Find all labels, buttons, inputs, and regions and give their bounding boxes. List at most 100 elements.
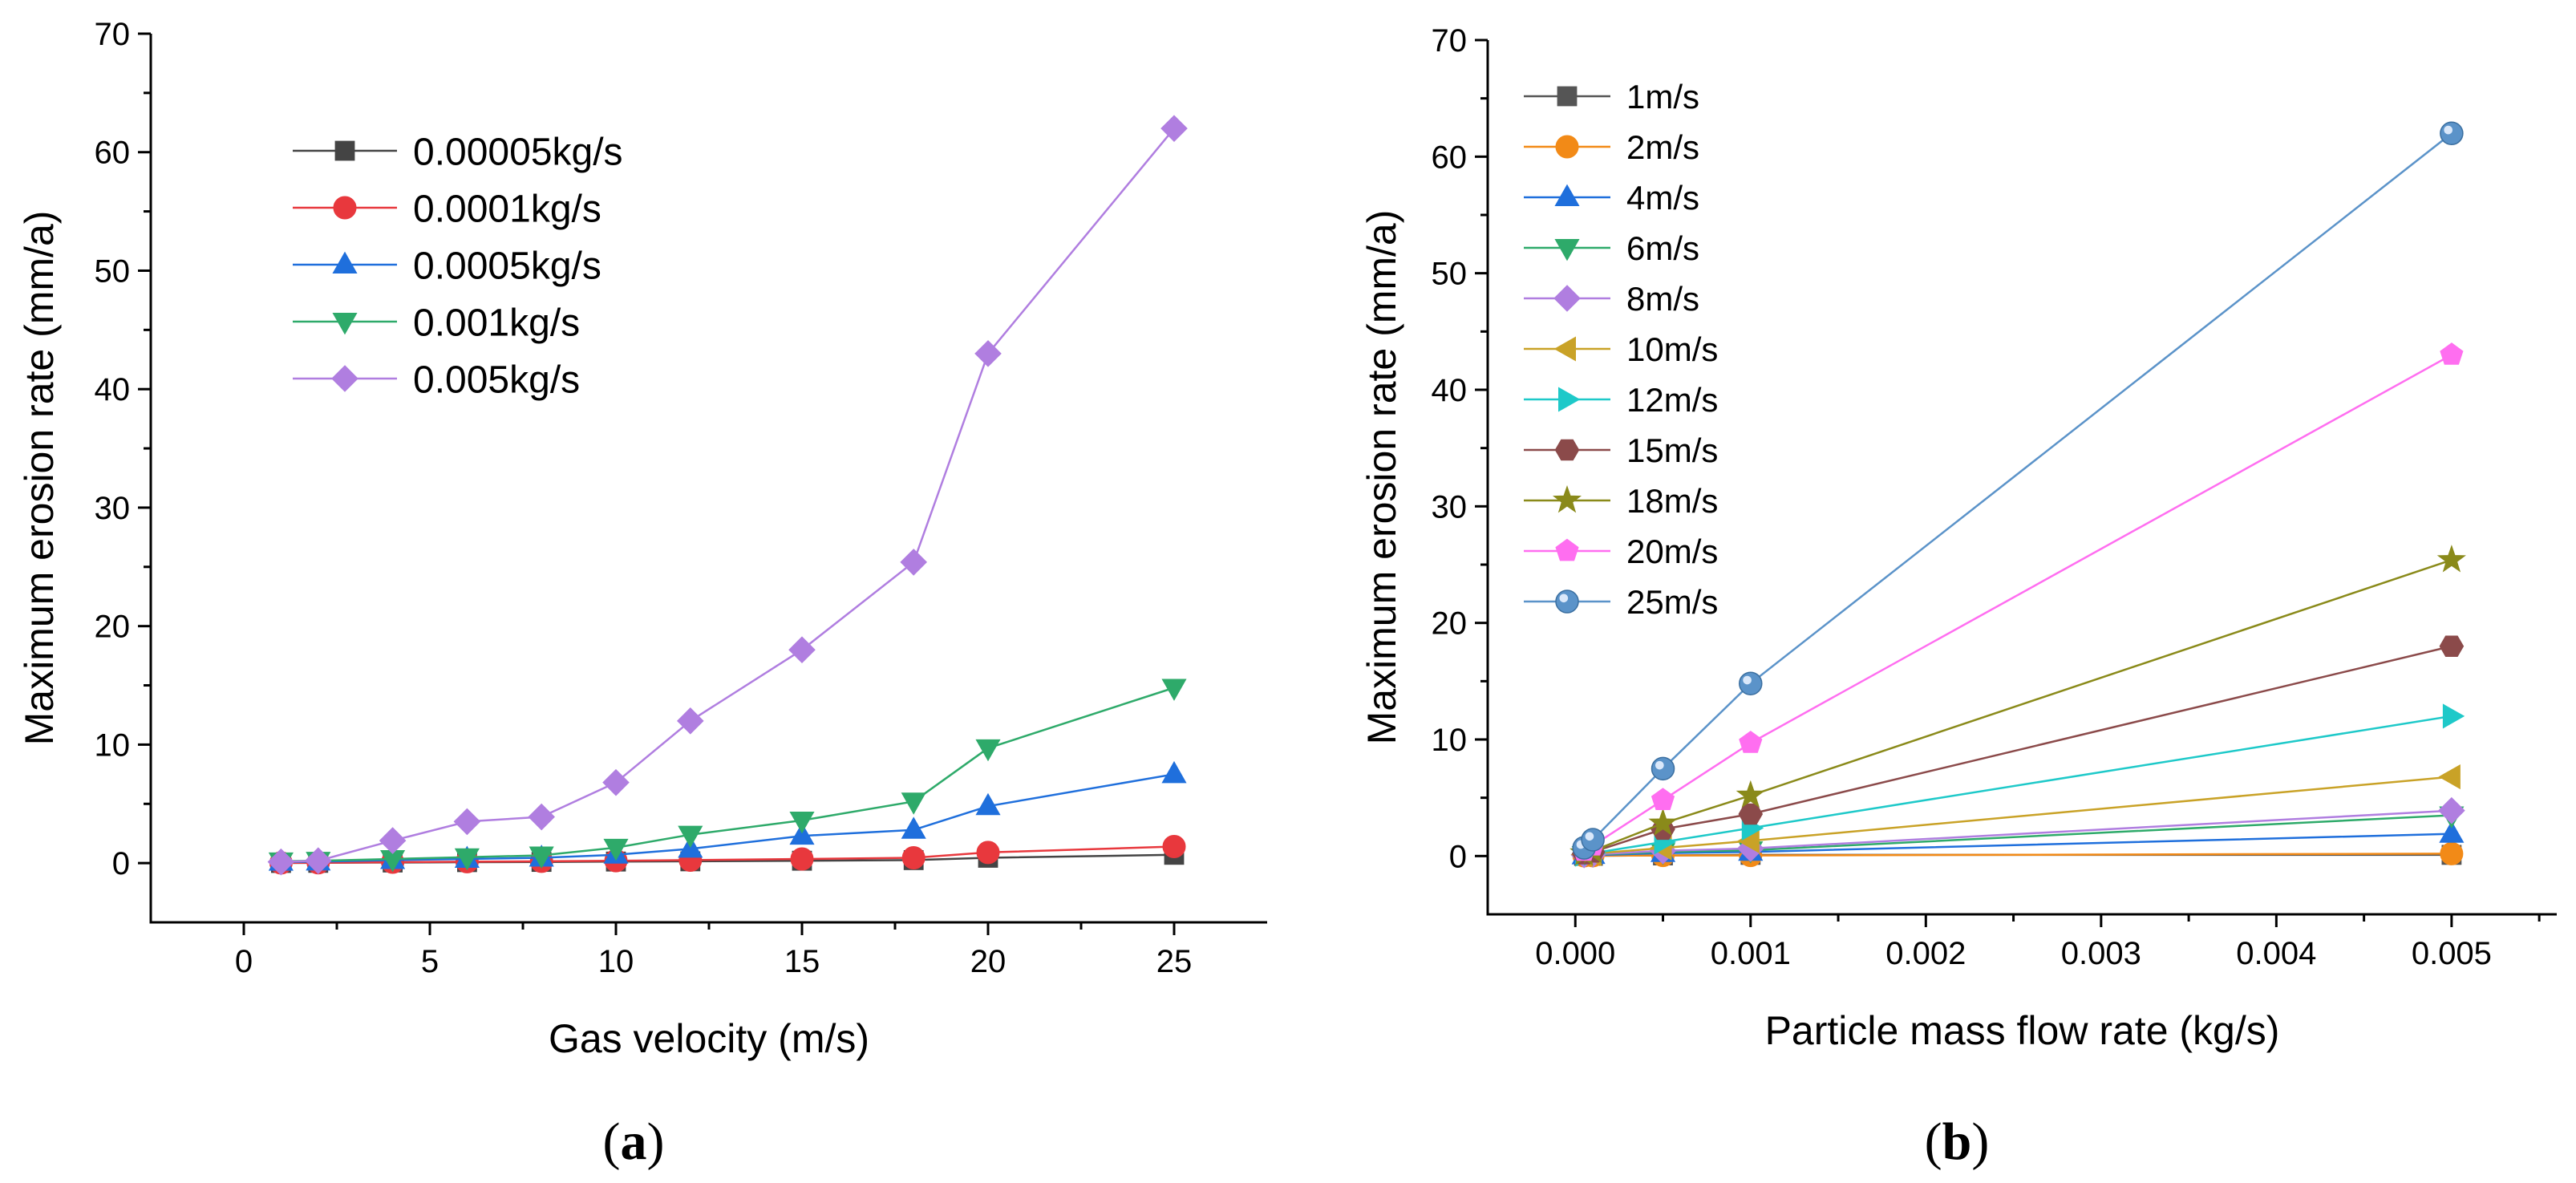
legend-label: 0.00005kg/s [413, 131, 623, 173]
legend-label: 4m/s [1626, 179, 1699, 217]
legend-label: 10m/s [1626, 330, 1718, 368]
legend-marker [1552, 484, 1582, 513]
y-tick-label: 60 [1432, 140, 1468, 175]
legend-marker [1558, 387, 1581, 412]
x-axis-title: Gas velocity (m/s) [549, 1016, 869, 1061]
data-point [1648, 808, 1678, 837]
legend-label: 0.0005kg/s [413, 245, 601, 287]
data-point [1161, 679, 1187, 701]
y-tick-label: 20 [1432, 606, 1468, 642]
legend-item-2m-s: 2m/s [1524, 128, 1699, 166]
legend-item-12m-s: 12m/s [1524, 381, 1718, 419]
panel-a-legend: 0.00005kg/s 0.0001kg/s 0.0005kg/s 0.001kg/s… [293, 131, 623, 401]
y-axis-title: Maximum erosion rate (mm/a) [1359, 210, 1404, 745]
y-tick-label: 30 [95, 491, 131, 526]
legend-marker [1554, 184, 1580, 206]
series-10m-s-line [1584, 776, 2452, 856]
data-point [976, 841, 1000, 865]
data-point [1739, 671, 1763, 695]
legend-label: 25m/s [1626, 583, 1718, 621]
legend-label: 15m/s [1626, 431, 1718, 469]
y-tick-label: 10 [1432, 723, 1468, 758]
y-tick-label: 40 [95, 372, 131, 407]
data-point [901, 845, 925, 869]
legend-marker [333, 196, 357, 220]
data-point [2438, 796, 2465, 824]
data-point [2440, 121, 2464, 146]
y-tick-label: 20 [95, 610, 131, 645]
legend-item-10m-s: 10m/s [1524, 330, 1718, 368]
data-point [788, 636, 816, 664]
data-point [901, 792, 926, 815]
y-tick-label: 0 [112, 846, 130, 881]
panel-a: 0 10 20 30 40 50 60 70 0 5 10 15 20 25 Gas velocity (m… [17, 17, 1267, 1171]
data-point [1160, 115, 1188, 142]
x-tick-label: 10 [598, 944, 634, 979]
x-tick-label: 0.003 [2061, 936, 2141, 971]
y-tick-label: 0 [1449, 839, 1467, 874]
legend-label: 0.005kg/s [413, 359, 580, 401]
x-tick-label: 15 [784, 944, 820, 979]
legend-item-0-00005kg-s: 0.00005kg/s [293, 131, 623, 173]
legend-item-8m-s: 8m/s [1524, 280, 1699, 318]
legend-marker [334, 140, 355, 161]
data-point [790, 847, 814, 871]
panel-b-label: (b) [1925, 1112, 1990, 1171]
data-point [900, 549, 928, 576]
panel-a-axes [149, 34, 1267, 924]
legend-label: 1m/s [1626, 78, 1699, 115]
data-point [2440, 841, 2464, 865]
x-tick-label: 0.000 [1535, 936, 1615, 971]
data-point [453, 808, 481, 836]
y-tick-label: 30 [1432, 489, 1468, 525]
legend-item-0-001kg-s: 0.001kg/s [293, 302, 580, 344]
data-point [529, 846, 554, 869]
y-axis-title: Maximum erosion rate (mm/a) [17, 211, 62, 746]
series-0-005kg-s-line [281, 128, 1175, 863]
x-tick-label: 0.004 [2236, 936, 2316, 971]
x-tick-label: 0.002 [1885, 936, 1966, 971]
legend-marker [332, 251, 358, 273]
y-tick-label: 40 [1432, 373, 1468, 408]
legend-item-18m-s: 18m/s [1524, 482, 1718, 520]
data-point [789, 822, 815, 845]
data-point [974, 340, 1002, 367]
x-tick-label: 5 [421, 944, 439, 979]
panel-label-close: ) [1971, 1112, 1989, 1171]
data-point [789, 811, 815, 834]
data-point [1739, 731, 1763, 753]
legend-item-4m-s: 4m/s [1524, 179, 1699, 217]
x-tick-label: 20 [970, 944, 1007, 979]
data-point [1581, 828, 1605, 852]
series-15m-s [1571, 635, 2465, 865]
panel-label-open: ( [1925, 1112, 1942, 1171]
series-4m-s [1571, 820, 2465, 865]
data-point [2439, 635, 2465, 657]
y-tick-label: 70 [1432, 23, 1468, 59]
legend-marker [332, 313, 358, 335]
x-tick-label: 0 [235, 944, 253, 979]
data-point [678, 825, 703, 849]
legend-marker [331, 365, 358, 392]
legend-label: 8m/s [1626, 280, 1699, 318]
legend-label: 20m/s [1626, 533, 1718, 570]
y-tick-label: 70 [95, 17, 131, 52]
data-point [2436, 545, 2466, 573]
legend-item-0-005kg-s: 0.005kg/s [293, 359, 580, 401]
series-0-0005kg-s-line [281, 773, 1175, 863]
data-point [975, 739, 1001, 762]
series-12m-s [1575, 703, 2465, 867]
legend-item-15m-s: 15m/s [1524, 431, 1718, 469]
legend-item-0-0001kg-s: 0.0001kg/s [293, 188, 601, 230]
legend-label: 0.0001kg/s [413, 188, 601, 230]
x-axis-title: Particle mass flow rate (kg/s) [1765, 1008, 2280, 1053]
legend-label: 0.001kg/s [413, 302, 580, 344]
legend-item-6m-s: 6m/s [1524, 229, 1699, 267]
legend-item-20m-s: 20m/s [1524, 533, 1718, 570]
data-point [901, 816, 926, 839]
data-point [676, 707, 704, 735]
series-0-0001kg-s [269, 834, 1186, 875]
series-0-005kg-s [267, 115, 1188, 876]
data-point [304, 847, 332, 874]
